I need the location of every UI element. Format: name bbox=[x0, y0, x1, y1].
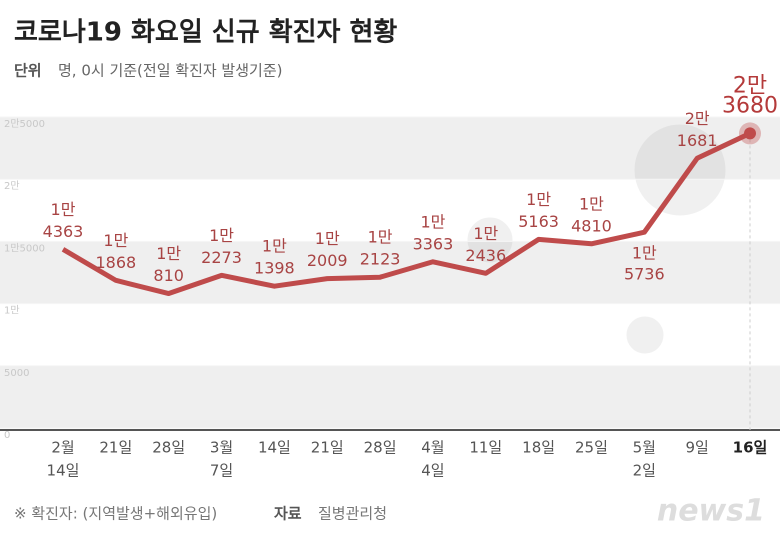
value-label: 1868 bbox=[95, 253, 136, 272]
source: 질병관리청 bbox=[318, 505, 387, 523]
value-label: 3363 bbox=[413, 234, 454, 253]
x-tick-label: 14일 bbox=[47, 462, 80, 480]
x-tick-label: 28일 bbox=[152, 439, 185, 457]
value-label: 3680 bbox=[722, 93, 778, 118]
chart-title: 코로나19 화요일 신규 확진자 현황 bbox=[14, 18, 397, 48]
grid-band bbox=[0, 117, 780, 180]
value-label: 2만 bbox=[685, 109, 710, 128]
value-label: 1만 bbox=[103, 231, 128, 250]
x-tick-label: 3월 bbox=[210, 439, 233, 457]
grid-band bbox=[0, 365, 780, 428]
value-label: 1만 bbox=[368, 228, 393, 247]
value-label: 5736 bbox=[624, 265, 665, 284]
value-label: 1만 bbox=[209, 226, 234, 245]
y-tick-label: 1만 bbox=[4, 305, 20, 317]
value-label: 1398 bbox=[254, 259, 295, 278]
value-label: 1만 bbox=[632, 244, 657, 263]
virus-decoration bbox=[467, 124, 726, 354]
value-label: 1만 bbox=[473, 224, 498, 243]
x-tick-label: 11일 bbox=[469, 439, 502, 457]
value-label: 2009 bbox=[307, 251, 348, 270]
value-label: 1만 bbox=[262, 237, 287, 256]
y-tick-label: 2만 bbox=[4, 180, 20, 192]
x-tick-label: 5월 bbox=[633, 439, 656, 457]
virus bbox=[634, 124, 726, 216]
highlight-point bbox=[744, 127, 756, 140]
value-label: 1만 bbox=[51, 200, 76, 219]
y-tick-label: 1만5000 bbox=[4, 242, 45, 254]
data-line bbox=[61, 131, 752, 297]
x-tick-label: 9일 bbox=[685, 439, 708, 457]
unit-label: 단위 bbox=[14, 62, 42, 80]
value-label: 1만 bbox=[420, 212, 445, 231]
x-tick-label: 7일 bbox=[210, 462, 233, 480]
y-tick-label: 0 bbox=[4, 430, 10, 441]
value-label: 5163 bbox=[518, 212, 559, 231]
x-tick-label: 28일 bbox=[364, 439, 397, 457]
value-label: 810 bbox=[153, 266, 184, 285]
value-label: 1만 bbox=[526, 190, 551, 209]
x-tick-label: 14일 bbox=[258, 439, 291, 457]
x-tick-label: 25일 bbox=[575, 439, 608, 457]
value-label: 1만 bbox=[156, 244, 181, 263]
note: ※ 확진자: (지역발생+해외유입) bbox=[14, 505, 217, 523]
x-tick-label: 4월 bbox=[421, 439, 444, 457]
x-tick-label: 2월 bbox=[51, 439, 74, 457]
value-label: 2123 bbox=[360, 250, 401, 269]
virus bbox=[626, 316, 664, 354]
x-tick-label: 21일 bbox=[99, 439, 132, 457]
value-label: 4363 bbox=[43, 222, 84, 241]
value-label: 2273 bbox=[201, 248, 242, 267]
x-tick-label: 16일 bbox=[733, 439, 768, 457]
virus bbox=[467, 217, 513, 263]
value-label: 2만 bbox=[733, 73, 767, 98]
value-label: 1만 bbox=[579, 194, 604, 213]
source-label: 자료 bbox=[274, 505, 302, 523]
value-label: 4810 bbox=[571, 216, 612, 235]
logo: news1 bbox=[657, 494, 765, 529]
x-tick-label: 2일 bbox=[633, 462, 656, 480]
value-label: 2436 bbox=[465, 246, 506, 265]
x-tick-label: 21일 bbox=[311, 439, 344, 457]
unit-text: 명, 0시 기준(전일 확진자 발생기준) bbox=[58, 62, 283, 80]
y-tick-label: 5000 bbox=[4, 368, 29, 379]
value-label: 1681 bbox=[677, 131, 718, 150]
value-label: 1만 bbox=[315, 229, 340, 248]
x-tick-label: 4일 bbox=[421, 462, 444, 480]
x-tick-label: 18일 bbox=[522, 439, 555, 457]
y-tick-label: 2만5000 bbox=[4, 118, 45, 130]
